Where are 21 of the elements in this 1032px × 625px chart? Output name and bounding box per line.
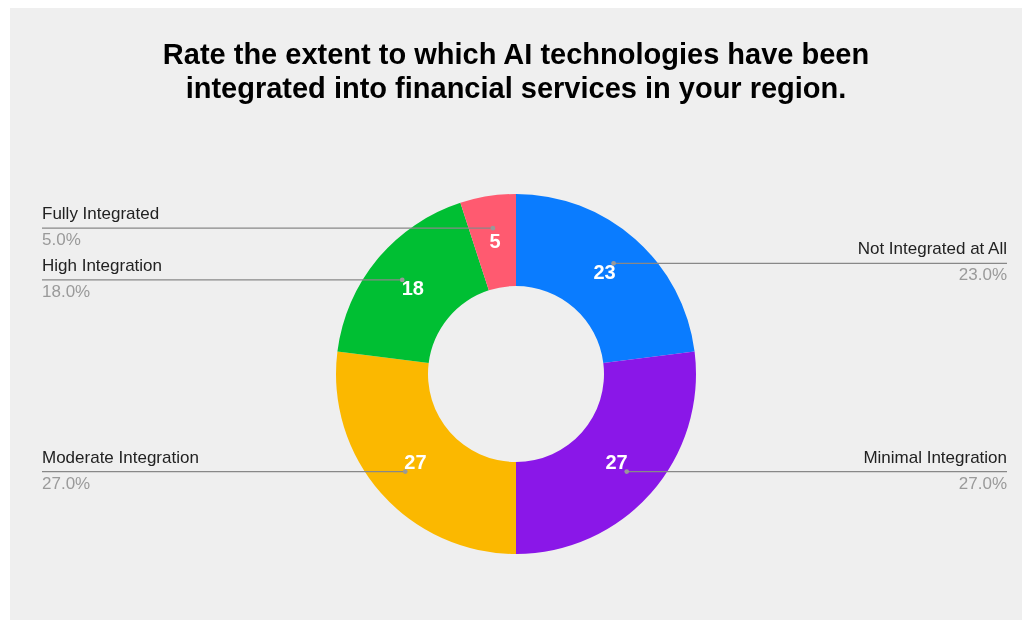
text: 23.0% xyxy=(958,265,1007,285)
data-label: 27 xyxy=(404,450,427,473)
slice-label: Fully Integrated xyxy=(42,204,160,224)
chart-title: Rate the extent to which AI technologies have been integrated into financial services in your region. xyxy=(162,38,870,104)
slice-label: High Integration xyxy=(42,255,163,275)
text: 18.0% xyxy=(42,281,91,301)
donut-slice xyxy=(516,351,696,554)
donut-slice xyxy=(460,194,516,291)
slice-label: Moderate Integration xyxy=(42,447,199,467)
donut-slice xyxy=(336,351,516,554)
donut-slice xyxy=(516,194,695,363)
text: 27.0% xyxy=(42,473,91,493)
donut-slice xyxy=(337,202,489,363)
data-label: 5 xyxy=(489,229,501,252)
data-label: 27 xyxy=(605,450,628,473)
text: 27.0% xyxy=(958,473,1007,493)
data-label: 23 xyxy=(593,261,616,284)
data-label: 18 xyxy=(401,276,424,299)
slice-label: Not Integrated at All xyxy=(857,239,1007,259)
slice-label: Minimal Integration xyxy=(863,447,1007,467)
text: 5.0% xyxy=(42,230,81,250)
